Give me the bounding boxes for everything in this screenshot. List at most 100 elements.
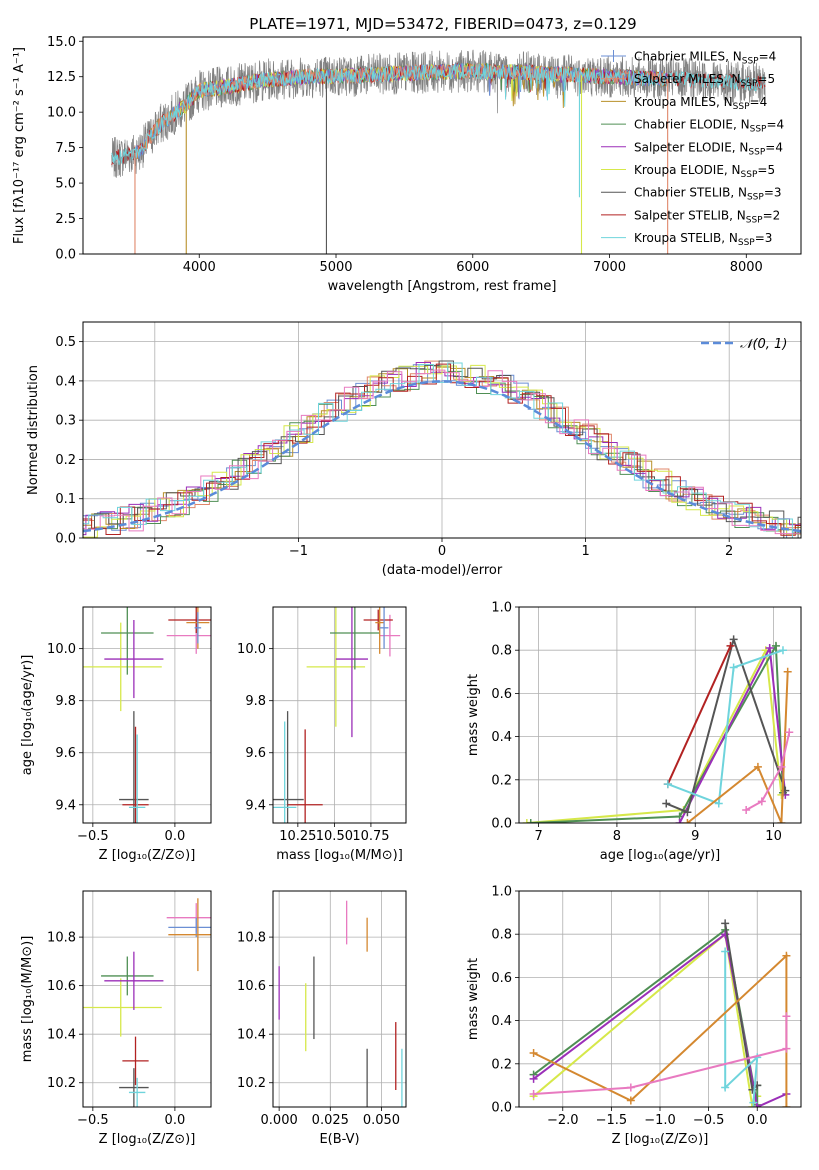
y-tick-label: 0.3	[55, 414, 76, 429]
weight-line	[724, 951, 759, 1103]
errorbar-point	[168, 898, 211, 972]
x-tick-label: −2	[145, 544, 164, 559]
x-tick-label: 10.50	[316, 829, 353, 844]
weight-marker	[785, 728, 794, 737]
errorbar-point	[330, 607, 380, 670]
age-weight-frame	[518, 606, 802, 824]
y-tick-label: 0.5	[55, 335, 76, 350]
errorbar-point	[119, 711, 149, 823]
y-axis-label: mass [log₁₀(M/M⊙)]	[20, 936, 35, 1063]
legend-entry: Chabrier MILES, NSSP=4	[634, 50, 776, 67]
x-axis-label: Z [log₁₀(Z/Z⊙)]	[612, 1132, 709, 1147]
y-tick-label: 0.4	[491, 1014, 512, 1029]
z-age-frame	[82, 606, 212, 824]
y-tick-label: 0.1	[55, 492, 76, 507]
weight-marker	[683, 819, 692, 823]
y-tick-label: 10.8	[47, 931, 76, 946]
histogram-kroupa-stelib	[83, 362, 801, 538]
errorbar-point	[363, 609, 393, 631]
errorbar-point	[379, 607, 389, 649]
x-tick-label: 0.0	[165, 829, 186, 844]
weight-marker	[662, 799, 671, 808]
weight-series-kroupa-stelib	[663, 646, 787, 808]
errorbar-point	[375, 607, 385, 654]
y-axis-label: Normed distribution	[26, 365, 41, 495]
y-tick-label: 0.0	[55, 532, 76, 547]
weight-marker	[626, 1083, 635, 1092]
residuals-axes: −2 −1 0 1 2 0.0 0.1 0.2 0.3 0.4 0.5 (data-model)/er…	[26, 321, 802, 578]
x-tick-label: 8000	[730, 260, 763, 275]
weight-marker	[771, 641, 780, 650]
legend-entry: Kroupa MILES, NSSP=4	[634, 95, 767, 112]
y-tick-label: 5.0	[55, 177, 76, 192]
z-mass-plot-area	[83, 898, 211, 1107]
residuals-plot-area	[83, 360, 801, 538]
y-axis-label: mass weight	[466, 958, 481, 1040]
weight-line	[532, 928, 759, 1105]
weight-marker	[742, 806, 751, 815]
age-weight-plot-area	[522, 635, 794, 823]
weight-series-pink	[742, 728, 794, 815]
y-tick-label: 10.6	[47, 979, 76, 994]
weight-marker	[783, 667, 792, 676]
errorbar-point	[335, 607, 368, 738]
errorbar-point	[379, 614, 401, 657]
y-tick-label: 12.5	[47, 70, 76, 85]
y-tick-label: 9.8	[55, 694, 76, 709]
errorbar-point	[273, 711, 304, 823]
weight-marker	[529, 1049, 538, 1057]
y-axis-label: mass weight	[466, 674, 481, 756]
weight-marker	[683, 808, 692, 817]
errorbar-point	[273, 721, 297, 823]
weight-line	[532, 932, 759, 1107]
x-tick-label: 7000	[593, 260, 626, 275]
x-tick-label: 10.75	[352, 829, 389, 844]
weight-marker	[753, 1103, 762, 1107]
x-tick-label: 6000	[456, 260, 489, 275]
mass-age-plot-area	[273, 607, 401, 823]
y-tick-label: 0.6	[491, 687, 512, 702]
weight-marker	[526, 819, 535, 823]
weight-line	[533, 1016, 788, 1095]
mass-age-axes: 10.25 10.50 10.75 9.4 9.6 9.8 10.0 mass [log₁₀(…	[237, 606, 407, 863]
x-tick-label: 0.050	[363, 1113, 400, 1128]
x-tick-label: 0.0	[165, 1113, 186, 1128]
y-tick-label: 10.0	[237, 642, 266, 657]
y-tick-label: 1.0	[491, 885, 512, 900]
y-tick-label: 0.4	[55, 374, 76, 389]
z-age-axes: −0.5 0.0 9.4 9.6 9.8 10.0 Z [log₁₀(Z/Z⊙)] age […	[20, 606, 212, 863]
z-mass-axes: −0.5 0.0 10.2 10.4 10.6 10.8 Z [log₁₀(Z/Z⊙)] ma…	[20, 890, 212, 1147]
weight-marker	[765, 644, 774, 653]
y-tick-label: 7.5	[55, 141, 76, 156]
y-tick-label: 10.8	[237, 931, 266, 946]
age-weight-axes: 7 8 9 10 0.0 0.2 0.4 0.6 0.8 1.0 age [log₁₀(age/yr…	[466, 601, 802, 863]
spectrum-frame	[82, 36, 802, 255]
x-tick-label: −2.0	[547, 1113, 579, 1128]
errorbar-point	[287, 729, 323, 823]
x-tick-label: 7	[534, 829, 542, 844]
x-tick-label: 0	[438, 544, 446, 559]
x-tick-label: −0.5	[77, 829, 109, 844]
weight-line	[666, 645, 732, 785]
x-axis-label: wavelength [Angstrom, rest frame]	[328, 279, 557, 294]
x-axis-label: age [log₁₀(age/yr)]	[600, 848, 721, 863]
y-tick-label: 9.6	[55, 746, 76, 761]
x-tick-label: 0.0	[747, 1113, 768, 1128]
spectrum-legend: Chabrier MILES, NSSP=4 Salpeter MILES, NS…	[601, 50, 784, 248]
weight-series-pink	[529, 1012, 791, 1099]
y-tick-label: 10.6	[237, 979, 266, 994]
x-tick-label: 0.000	[261, 1113, 298, 1128]
x-axis-label: mass [log₁₀(M/M⊙)]	[276, 848, 403, 863]
histogram-chabrier-miles	[83, 364, 801, 538]
x-axis-label: Z [log₁₀(Z/Z⊙)]	[99, 1132, 196, 1147]
weight-marker	[749, 1098, 758, 1107]
spectrum-plot-area	[111, 49, 766, 254]
weight-marker	[782, 951, 791, 960]
weight-line	[724, 923, 758, 1092]
errorbar-point	[119, 1068, 149, 1107]
weight-marker	[748, 1103, 757, 1107]
x-tick-label: 8	[613, 829, 621, 844]
weight-marker	[782, 1103, 791, 1107]
x-tick-label: −1	[289, 544, 308, 559]
gaussian-curve	[83, 380, 801, 533]
